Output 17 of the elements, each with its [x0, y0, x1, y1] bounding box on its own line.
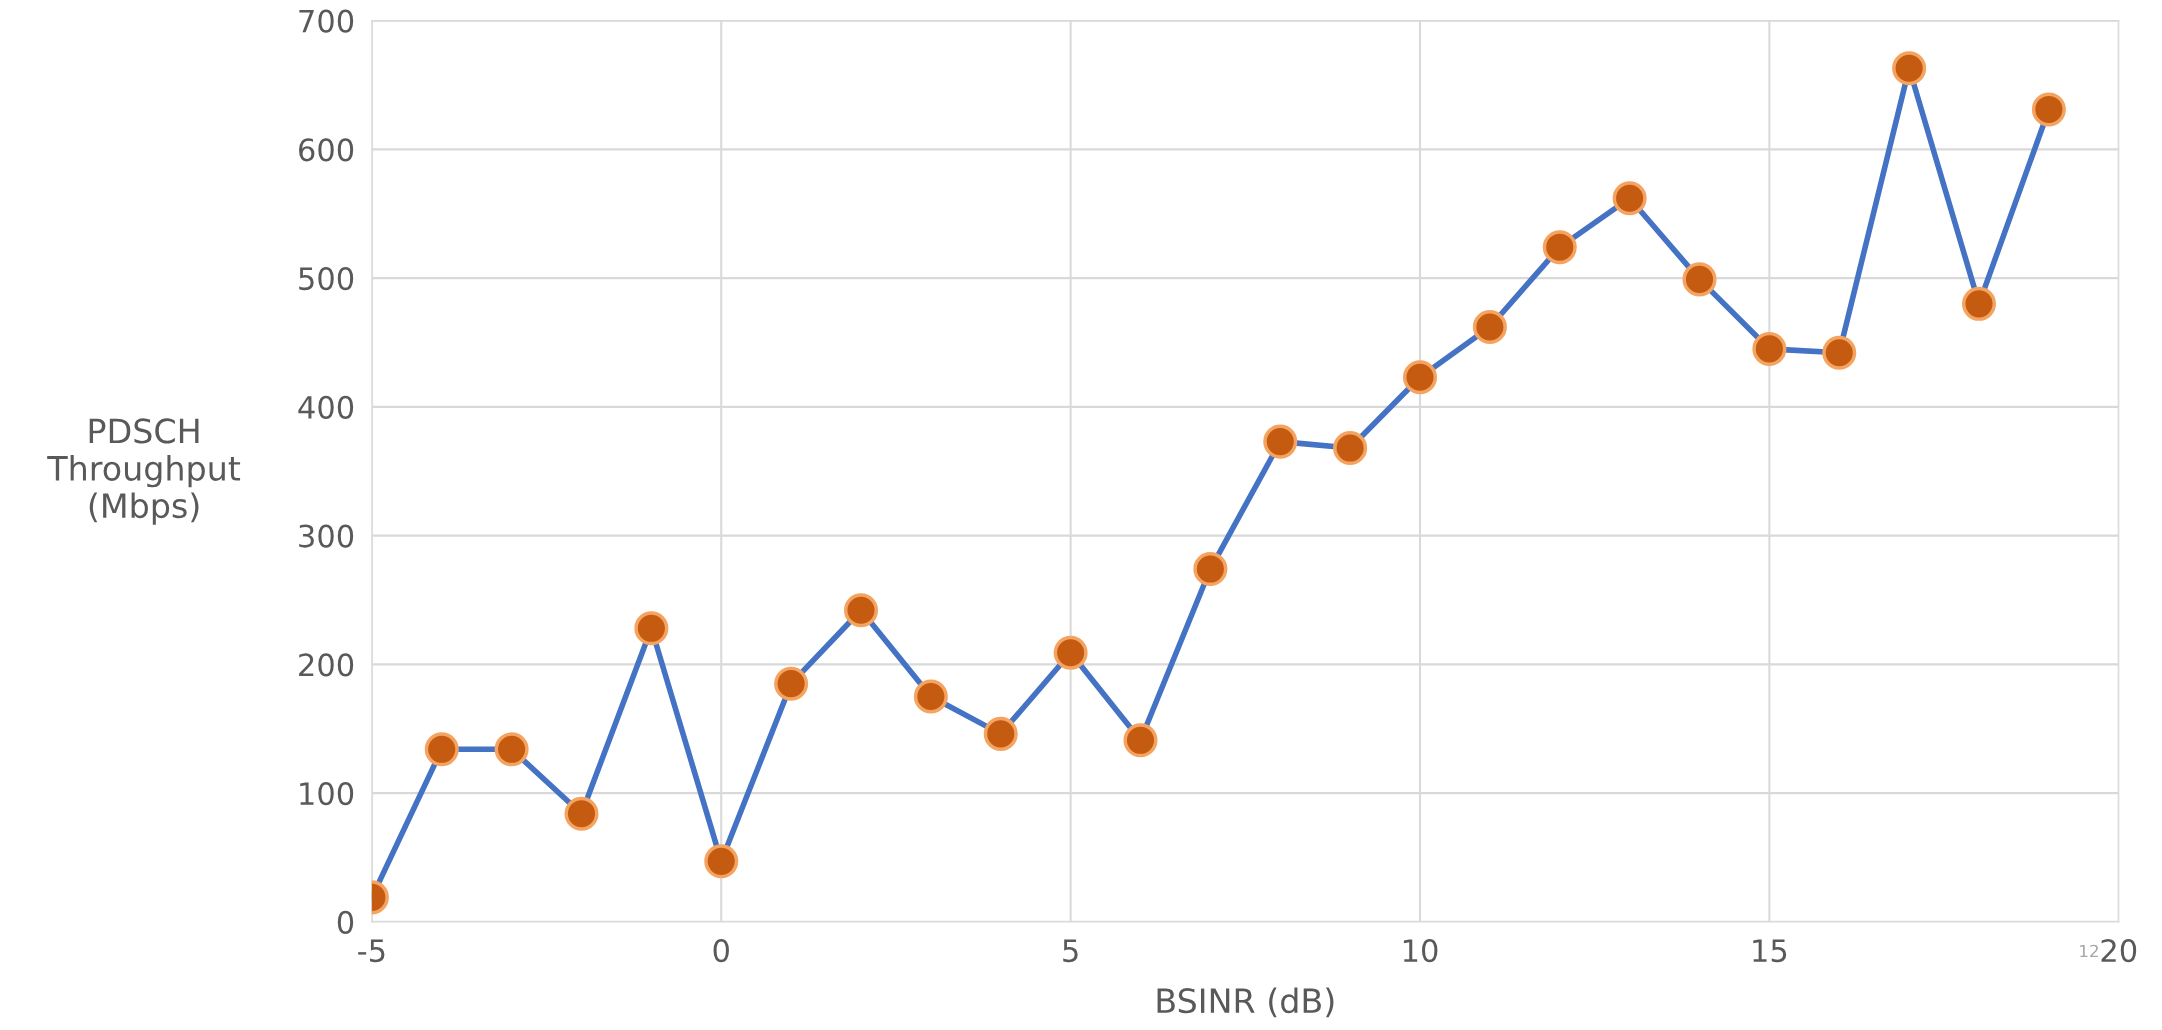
x-tick-label: 0 — [713, 939, 729, 963]
y-tick-label: 100 — [300, 782, 354, 806]
y-tick-label: 600 — [299, 138, 354, 162]
y-tick-label: 400 — [298, 395, 354, 419]
text: 12 — [2080, 944, 2098, 958]
y-tick-label: 200 — [299, 653, 354, 677]
x-tick-label: 10 — [1403, 939, 1438, 963]
y-tick-label: 0 — [337, 910, 354, 934]
x-tick-label: -5 — [358, 939, 385, 963]
y-axis-title: PDSCH Throughput (Mbps) — [47, 418, 241, 525]
y-tick-label: 500 — [299, 267, 354, 291]
x-tick-label: 20 — [2101, 939, 2137, 963]
x-tick-label: 5 — [1063, 939, 1078, 963]
x-tick-label: 15 — [1753, 939, 1787, 963]
y-tick-label: 700 — [299, 9, 354, 33]
y-tick-label: 300 — [299, 524, 354, 548]
x-axis-title: BSINR (dB) — [1157, 987, 1334, 1018]
